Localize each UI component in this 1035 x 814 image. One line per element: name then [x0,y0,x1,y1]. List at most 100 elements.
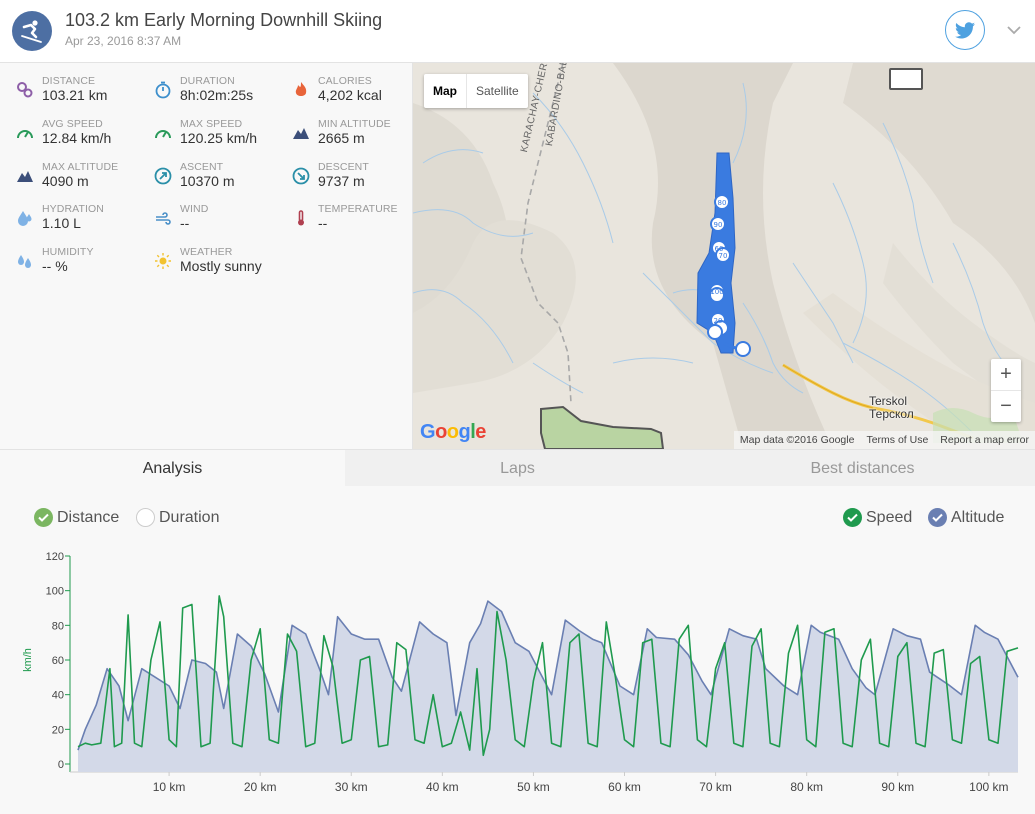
stat-value: Mostly sunny [180,258,262,274]
thermometer-icon [290,207,312,229]
speed-altitude-chart[interactable]: 0 20 40 60 80 100 120 km/h 10 km 20 km 30 km 40 km 5… [0,486,1035,814]
activity-header: 103.2 km Early Morning Downhill Skiing A… [0,0,1035,63]
twitter-share-button[interactable] [945,10,985,50]
stat-label: MIN ALTITUDE [318,118,391,130]
stat-label: HUMIDITY [42,246,94,258]
map-type-control: Map Satellite [424,74,528,108]
activity-date: Apr 23, 2016 8:37 AM [65,34,182,48]
stat-label: MAX SPEED [180,118,243,130]
stat-label: DISTANCE [42,75,96,87]
svg-text:70: 70 [719,252,728,260]
twitter-icon [955,21,975,38]
stat-avg-speed: AVG SPEED 12.84 km/h [14,118,150,158]
y-tick-label: 60 [52,655,64,667]
y-tick-label: 100 [46,586,64,598]
stopwatch-icon [152,79,174,101]
speed-toggle-label: Speed [866,508,913,526]
report-map-error-link[interactable]: Report a map error [940,434,1029,446]
map-type-satellite-button[interactable]: Satellite [476,84,519,98]
stat-label: MAX ALTITUDE [42,161,119,173]
duration-toggle[interactable]: Duration [136,508,219,527]
map-terrain: 80 90 60 70 100 20 [413,63,1035,449]
stat-duration: DURATION 8h:02m:25s [152,75,288,115]
stat-temperature: TEMPERATURE -- [290,203,426,243]
duration-toggle-label: Duration [159,508,220,526]
stat-value: 8h:02m:25s [180,87,254,103]
checkmark-icon [843,508,862,527]
stat-min-altitude: MIN ALTITUDE 2665 m [290,118,426,158]
water-drop-icon [14,207,36,229]
stat-distance: DISTANCE 103.21 km [14,75,150,115]
speedometer-icon [14,122,36,144]
stat-label: HYDRATION [42,203,104,215]
map-attribution: Map data ©2016 Google Terms of Use Repor… [733,431,1035,449]
tab-analysis[interactable]: Analysis [0,450,345,486]
x-tick-label: 70 km [699,780,732,794]
fullscreen-button[interactable] [889,68,923,90]
speedometer-icon [152,122,174,144]
analysis-tabs: Analysis Laps Best distances [0,449,1035,486]
stat-label: WEATHER [180,246,233,258]
zoom-out-button[interactable]: − [1000,395,1012,417]
stat-value: 2665 m [318,130,365,146]
x-tick-label: 20 km [244,780,277,794]
stat-descent: DESCENT 9737 m [290,161,426,201]
stat-calories: CALORIES 4,202 kcal [290,75,426,115]
chevron-down-icon[interactable] [1004,22,1024,38]
svg-text:80: 80 [718,199,727,207]
tab-laps[interactable]: Laps [500,460,535,477]
stat-label: AVG SPEED [42,118,103,130]
empty-checkbox-icon [136,508,155,527]
stat-value: 4,202 kcal [318,87,382,103]
stat-humidity: HUMIDITY -- % [14,246,150,286]
stat-label: ASCENT [180,161,224,173]
x-tick-label: 40 km [426,780,459,794]
distance-toggle-label: Distance [57,508,120,526]
svg-text:100: 100 [710,288,723,296]
mountain-icon [14,165,36,187]
terms-of-use-link[interactable]: Terms of Use [866,434,929,446]
x-tick-label: 60 km [608,780,641,794]
stat-value: 103.21 km [42,87,108,103]
altitude-toggle-label: Altitude [951,508,1005,526]
stat-label: CALORIES [318,75,372,87]
stat-max-altitude: MAX ALTITUDE 4090 m [14,161,150,201]
zoom-in-button[interactable]: + [1000,363,1012,385]
page-title: 103.2 km Early Morning Downhill Skiing [65,10,383,30]
place-label-terskol: Terskol Терскол [869,394,914,421]
checkmark-icon [34,508,53,527]
sun-icon [152,250,174,272]
stat-wind: WIND -- [152,203,288,243]
stat-value: 120.25 km/h [180,130,258,146]
google-logo: Google [420,421,486,443]
y-axis-label: km/h [22,648,34,672]
x-tick-label: 50 km [517,780,550,794]
stat-weather: WEATHER Mostly sunny [152,246,288,286]
stat-label: WIND [180,203,209,215]
stat-label: DURATION [180,75,235,87]
stat-value: 12.84 km/h [42,130,112,146]
mountain-icon [290,122,312,144]
altitude-toggle[interactable]: Altitude [928,508,1004,527]
distance-toggle[interactable]: Distance [34,508,119,527]
speed-toggle[interactable]: Speed [843,508,912,527]
stat-value: -- [180,215,190,231]
stat-value: 10370 m [180,173,235,189]
speed-line [77,595,1019,757]
y-tick-label: 120 [46,551,64,563]
y-tick-label: 0 [58,759,64,771]
ascent-icon [152,165,174,187]
skier-icon [12,11,52,51]
stats-panel: DISTANCE 103.21 km DURATION 8h:02m:25s CALOR… [0,63,413,449]
map-type-map-button[interactable]: Map [424,74,467,108]
tab-best-distances[interactable]: Best distances [810,460,915,477]
stat-hydration: HYDRATION 1.10 L [14,203,150,243]
stat-value: -- % [42,258,68,274]
route-map[interactable]: 80 90 60 70 100 20 KARACHAY-CHERKE KABAR… [413,63,1035,449]
x-tick-label: 100 km [969,780,1008,794]
stat-ascent: ASCENT 10370 m [152,161,288,201]
descent-icon [290,165,312,187]
humidity-icon [14,250,36,272]
stat-max-speed: MAX SPEED 120.25 km/h [152,118,288,158]
checkmark-icon [928,508,947,527]
